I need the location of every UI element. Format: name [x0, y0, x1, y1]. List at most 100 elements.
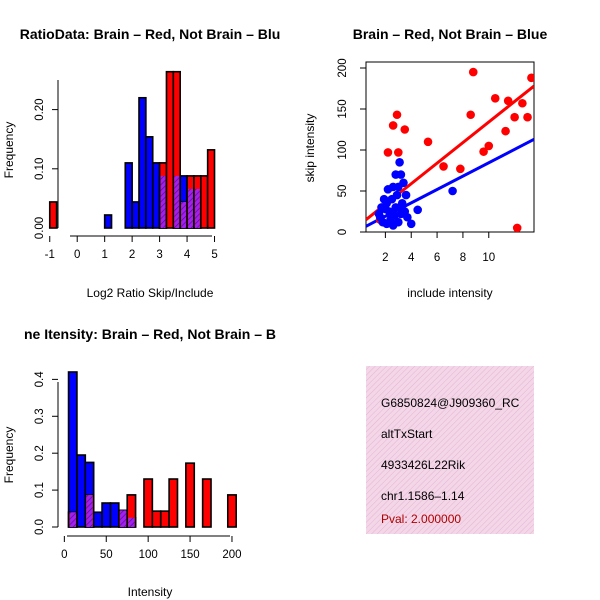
- scatter-red-point: [423, 137, 433, 147]
- scatter-y-ticks: 0 50 100 150 200: [337, 58, 366, 235]
- scatter-blue-point: [390, 211, 399, 220]
- scatter-red-point: [510, 112, 519, 122]
- intensity-red-bar: [201, 478, 212, 528]
- gene-info-background: [366, 366, 534, 534]
- intensity-red-bar: [226, 494, 237, 528]
- scatter-red-point: [518, 98, 527, 108]
- intensity-red-bar: [151, 510, 162, 528]
- intensity-blue-bar: [109, 502, 120, 528]
- ratio-red-bar: [199, 175, 209, 229]
- ratio-overlap-bar: [194, 188, 200, 228]
- scatter-title: Brain – Red, Not Brain – Blue: [353, 26, 548, 42]
- ratio-x-tick-label: 2: [129, 249, 135, 261]
- intensity-y-tick-label: 0.4: [34, 371, 46, 388]
- intensity-x-tick-label: 100: [139, 549, 158, 561]
- scatter-blue-point: [448, 186, 457, 196]
- intensity-blue-bar: [92, 511, 103, 528]
- gene-event-type: altTxStart: [381, 427, 433, 441]
- scatter-x-ticks: 2 4 6 8 10: [382, 232, 495, 264]
- scatter-blue-point: [397, 199, 407, 208]
- intensity-y-tick-label: 0.0: [34, 519, 46, 535]
- intensity-x-tick-label: 0: [61, 549, 67, 561]
- intensity-x-tick-label: 200: [222, 549, 241, 561]
- scatter-x-tick-label: 10: [482, 252, 495, 264]
- ratio-overlap-bar: [188, 188, 193, 228]
- scatter-y-tick-label: 200: [337, 58, 349, 77]
- scatter-x-tick-label: 8: [460, 252, 466, 264]
- scatter-x-tick-label: 6: [434, 252, 440, 264]
- scatter-fit-lines: [366, 84, 534, 228]
- scatter-red-point: [490, 94, 500, 103]
- intensity-blue-bar: [101, 502, 112, 528]
- scatter-red-point: [439, 162, 448, 171]
- scatter-x-tick-label: 4: [408, 252, 415, 264]
- ratio-y-axis-label: Frequency: [2, 122, 16, 179]
- scatter-blue-point: [395, 158, 404, 167]
- ratio-x-tick-label: 4: [184, 249, 191, 261]
- gene-symbol: 4933426L22Rik: [381, 458, 466, 472]
- ratio-y-tick-label: 0.20: [34, 98, 46, 120]
- ratio-histogram-panel: RatioData: Brain – Red, Not Brain – Blu …: [2, 26, 280, 300]
- scatter-red-point: [527, 73, 534, 83]
- intensity-y-tick-label: 0.3: [34, 408, 46, 424]
- ratio-overlap-bar: [174, 175, 180, 228]
- scatter-red-point: [468, 67, 478, 77]
- ratio-blue-bar: [103, 214, 113, 229]
- intensity-x-axis-label: Intensity: [128, 585, 173, 599]
- intensity-histogram-title: ne Itensity: Brain – Red, Not Brain – B: [24, 326, 276, 342]
- scatter-blue-point: [403, 212, 412, 222]
- intensity-x-ticks: 0 50 100 150 200: [61, 536, 242, 561]
- scatter-red-point: [512, 223, 522, 232]
- scatter-red-point: [388, 121, 398, 130]
- scatter-blue-point: [413, 205, 422, 215]
- ratio-y-tick-label: 0.10: [34, 158, 46, 180]
- ratio-x-tick-label: 5: [211, 249, 217, 261]
- intensity-overlap-bar: [86, 494, 93, 527]
- ratio-blue-bar: [151, 162, 161, 229]
- intensity-scatter-panel: Brain – Red, Not Brain – Blue 2 4 6 8 10 0 50…: [303, 26, 547, 300]
- scatter-blue-point: [406, 219, 416, 229]
- intensity-overlap-bar: [119, 510, 127, 527]
- ratio-overlap-bar: [160, 175, 166, 228]
- scatter-x-axis-label: include intensity: [407, 286, 492, 300]
- intensity-y-ticks: 0.0 0.1 0.2 0.3 0.4: [34, 371, 58, 535]
- intensity-red-bar: [185, 462, 196, 528]
- ratio-overlap-bar: [181, 201, 187, 228]
- ratio-x-axis-label: Log2 Ratio Skip/Include: [87, 286, 214, 300]
- ratio-x-tick-label: 3: [156, 249, 162, 261]
- intensity-y-tick-label: 0.2: [34, 445, 46, 461]
- intensity-blue-bar: [76, 454, 87, 528]
- ratio-blue-bar: [124, 162, 133, 229]
- intensity-y-axis-label: Frequency: [2, 427, 16, 484]
- intensity-histogram-bars: [67, 371, 237, 528]
- scatter-red-point: [479, 147, 488, 156]
- ratio-x-tick-label: -1: [45, 249, 55, 261]
- scatter-red-point: [466, 110, 475, 120]
- scatter-red-point: [383, 148, 393, 157]
- ratio-x-tick-label: 1: [101, 249, 107, 261]
- scatter-red-point: [484, 141, 494, 151]
- intensity-x-tick-label: 150: [180, 549, 199, 561]
- ratio-blue-bar: [131, 201, 140, 229]
- intensity-red-bar: [159, 510, 170, 528]
- scatter-y-tick-label: 150: [337, 99, 349, 118]
- ratio-red-bar: [48, 201, 58, 229]
- scatter-red-point: [400, 125, 410, 134]
- gene-location: chr1.1586–1.14: [381, 489, 465, 503]
- ratio-y-ticks: 0.00 0.10 0.20: [34, 98, 58, 239]
- scatter-red-point: [501, 126, 510, 136]
- ratio-red-bar: [206, 149, 216, 229]
- ratio-y-tick-label: 0.00: [34, 217, 46, 239]
- scatter-y-tick-label: 0: [337, 229, 349, 235]
- scatter-red-point: [394, 148, 403, 157]
- intensity-overlap-bar: [69, 512, 76, 527]
- ratio-histogram-title: RatioData: Brain – Red, Not Brain – Blu: [20, 26, 281, 42]
- intensity-blue-bar: [67, 371, 78, 528]
- intensity-y-tick-label: 0.1: [34, 482, 46, 498]
- scatter-red-point: [456, 164, 465, 174]
- scatter-y-tick-label: 50: [337, 185, 349, 198]
- intensity-x-tick-label: 50: [100, 549, 113, 561]
- intensity-overlap-bar: [128, 517, 135, 527]
- scatter-plot-box: [365, 61, 535, 233]
